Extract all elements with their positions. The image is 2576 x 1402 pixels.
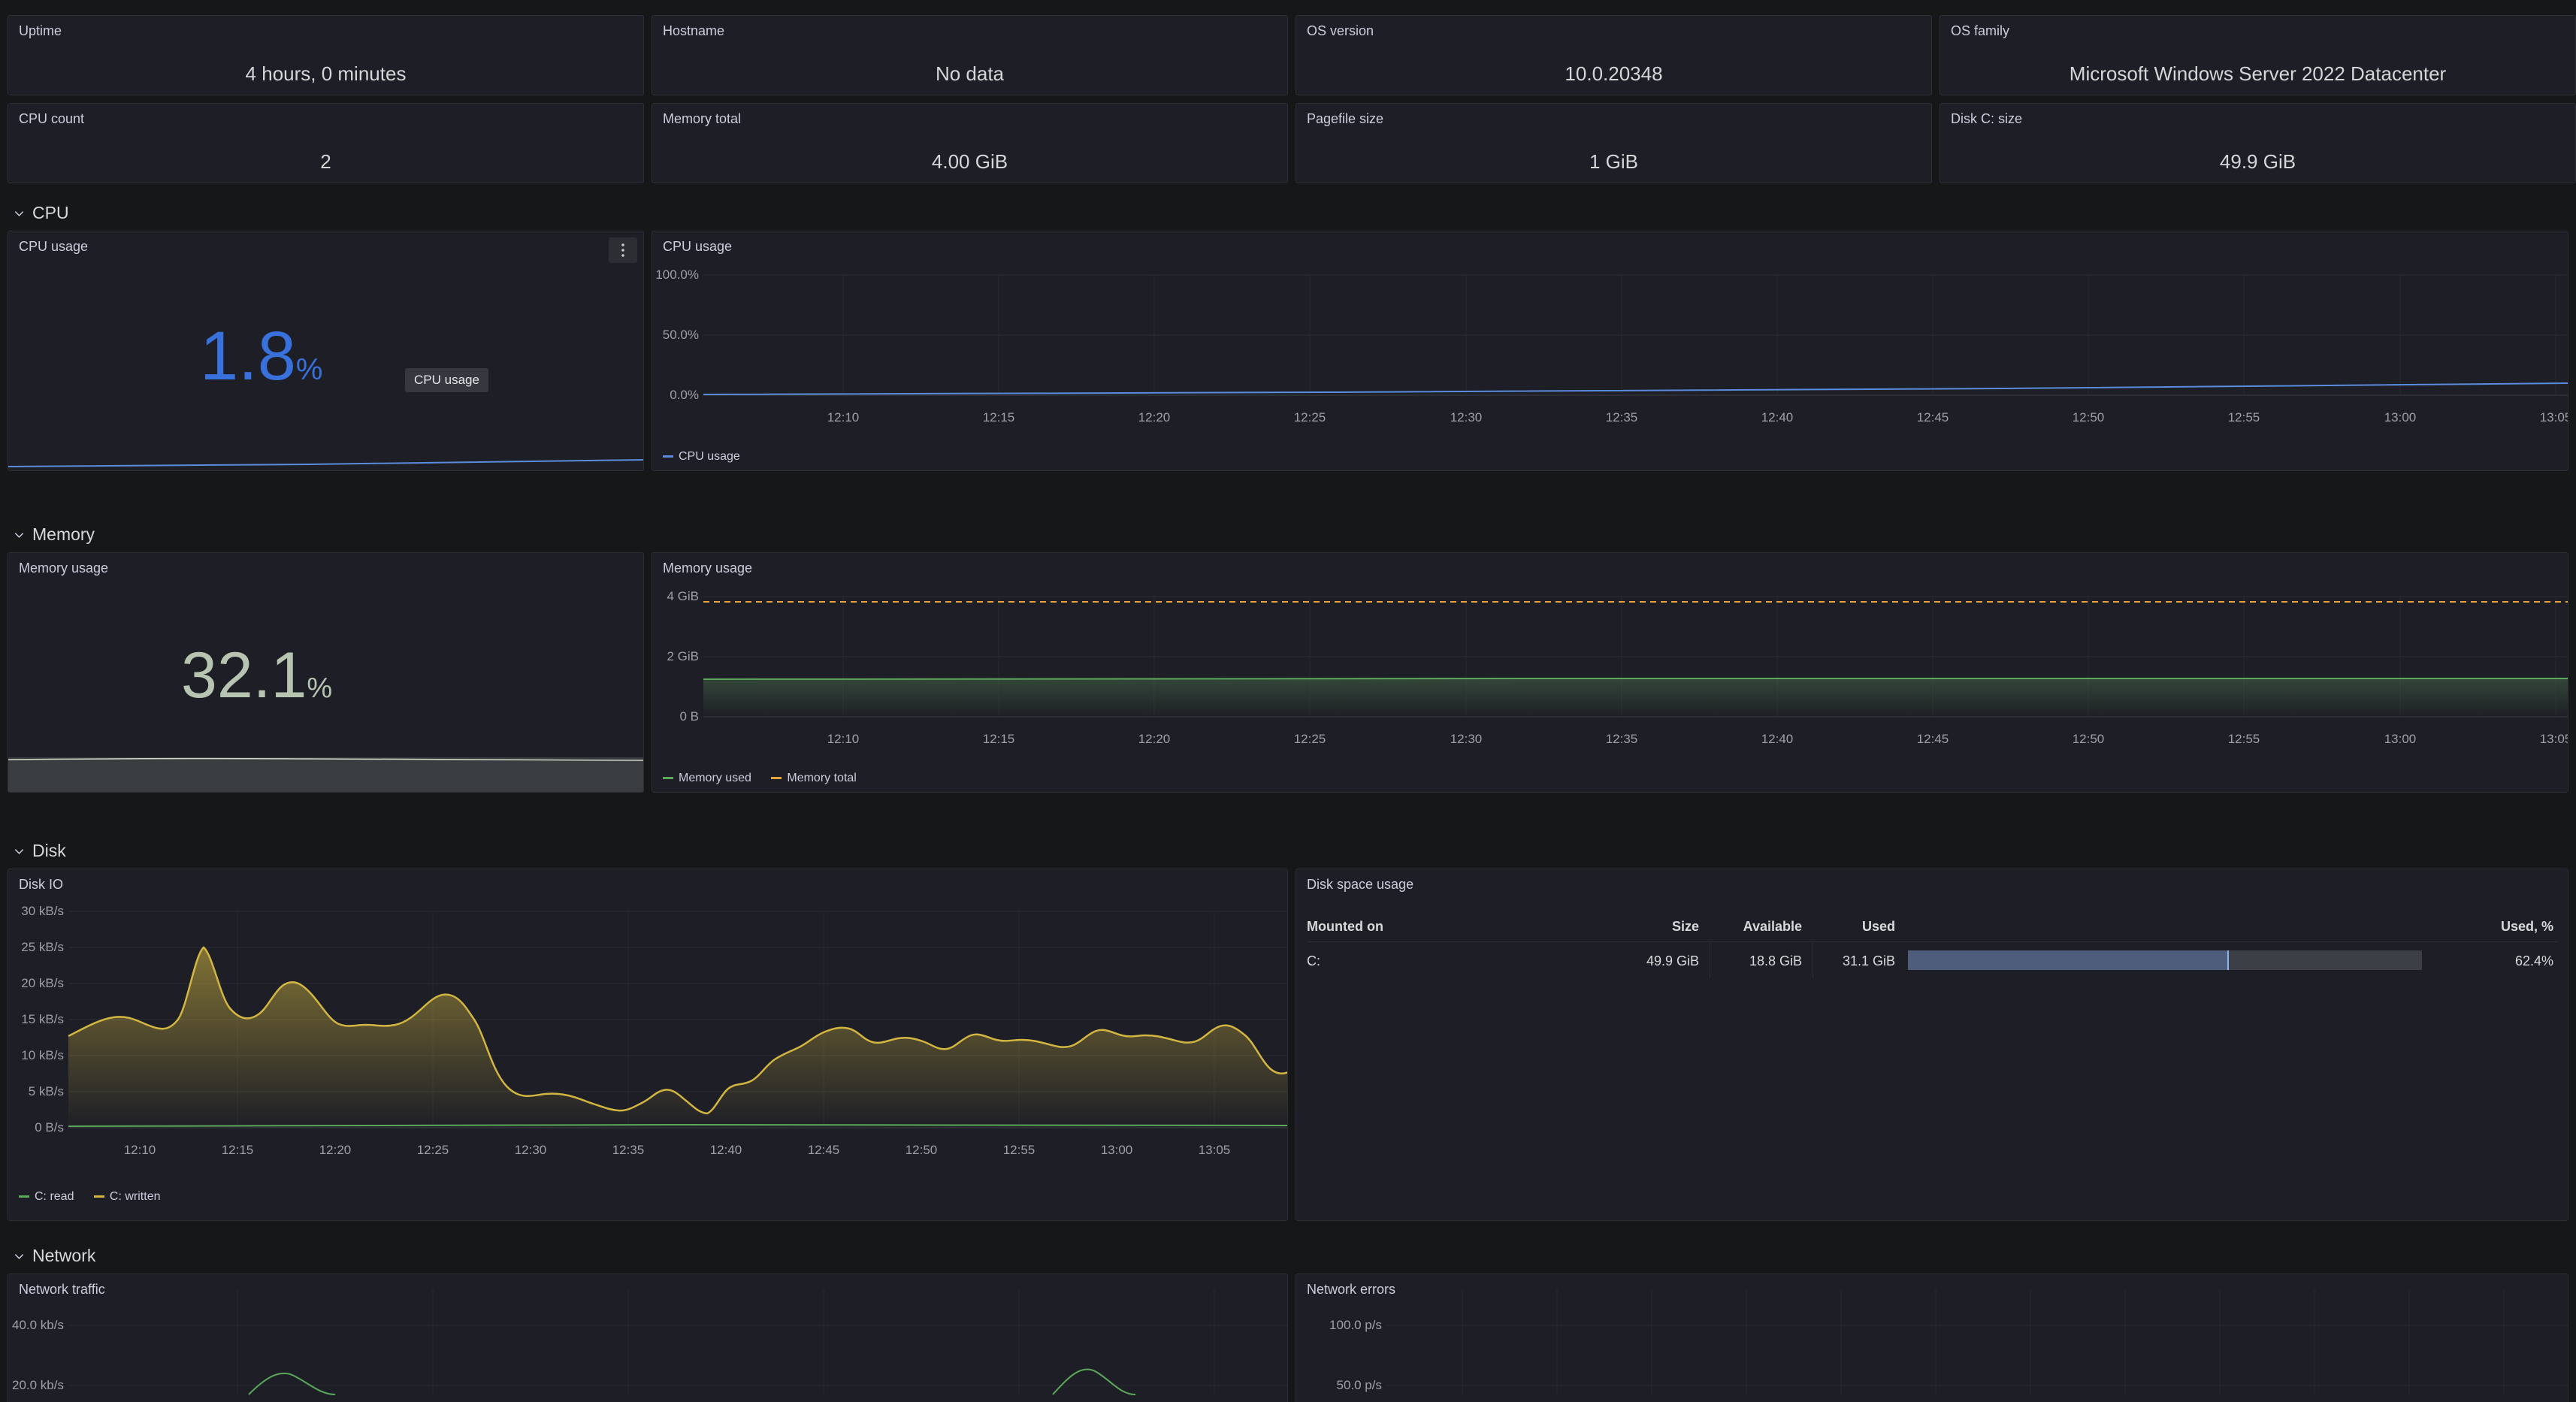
svg-text:12:35: 12:35: [1606, 732, 1638, 746]
svg-text:12:20: 12:20: [1138, 410, 1171, 425]
svg-text:13:00: 13:00: [2384, 410, 2417, 425]
svg-text:12:10: 12:10: [827, 410, 860, 425]
svg-text:12:40: 12:40: [1761, 732, 1794, 746]
svg-text:10 kB/s: 10 kB/s: [21, 1048, 64, 1062]
svg-text:100.0 p/s: 100.0 p/s: [1329, 1318, 1382, 1332]
svg-text:0 B: 0 B: [679, 709, 699, 724]
svg-text:13:00: 13:00: [1101, 1143, 1133, 1157]
svg-text:12:35: 12:35: [612, 1143, 645, 1157]
svg-text:12:15: 12:15: [983, 732, 1015, 746]
svg-text:12:15: 12:15: [983, 410, 1015, 425]
svg-text:30 kB/s: 30 kB/s: [21, 904, 64, 918]
svg-text:12:30: 12:30: [515, 1143, 547, 1157]
svg-text:12:20: 12:20: [1138, 732, 1171, 746]
svg-text:12:25: 12:25: [1294, 732, 1326, 746]
svg-text:13:05: 13:05: [2540, 732, 2568, 746]
svg-text:20.0 kb/s: 20.0 kb/s: [12, 1378, 64, 1392]
svg-text:4 GiB: 4 GiB: [667, 589, 699, 603]
svg-text:13:05: 13:05: [1199, 1143, 1231, 1157]
svg-text:12:40: 12:40: [710, 1143, 742, 1157]
svg-text:12:20: 12:20: [319, 1143, 352, 1157]
svg-text:12:55: 12:55: [2228, 732, 2260, 746]
svg-text:50.0%: 50.0%: [663, 328, 699, 342]
svg-text:12:45: 12:45: [808, 1143, 840, 1157]
svg-text:12:15: 12:15: [222, 1143, 254, 1157]
svg-text:0 B/s: 0 B/s: [35, 1120, 64, 1135]
svg-text:5 kB/s: 5 kB/s: [29, 1084, 64, 1098]
svg-text:12:10: 12:10: [827, 732, 860, 746]
svg-text:12:25: 12:25: [417, 1143, 449, 1157]
svg-text:2 GiB: 2 GiB: [667, 649, 699, 663]
svg-text:12:55: 12:55: [1003, 1143, 1036, 1157]
svg-text:12:45: 12:45: [1917, 732, 1949, 746]
svg-text:12:50: 12:50: [906, 1143, 938, 1157]
svg-text:13:00: 13:00: [2384, 732, 2417, 746]
svg-text:13:05: 13:05: [2540, 410, 2568, 425]
svg-text:12:45: 12:45: [1917, 410, 1949, 425]
svg-text:40.0 kb/s: 40.0 kb/s: [12, 1318, 64, 1332]
svg-text:12:35: 12:35: [1606, 410, 1638, 425]
svg-text:100.0%: 100.0%: [655, 267, 699, 282]
svg-text:12:10: 12:10: [124, 1143, 156, 1157]
svg-text:12:25: 12:25: [1294, 410, 1326, 425]
svg-text:12:50: 12:50: [2073, 410, 2105, 425]
svg-text:12:30: 12:30: [1450, 732, 1483, 746]
svg-text:50.0 p/s: 50.0 p/s: [1337, 1378, 1383, 1392]
svg-text:12:30: 12:30: [1450, 410, 1483, 425]
svg-text:12:40: 12:40: [1761, 410, 1794, 425]
svg-text:12:55: 12:55: [2228, 410, 2260, 425]
svg-text:15 kB/s: 15 kB/s: [21, 1012, 64, 1026]
svg-text:25 kB/s: 25 kB/s: [21, 940, 64, 954]
svg-text:20 kB/s: 20 kB/s: [21, 976, 64, 990]
svg-text:0.0%: 0.0%: [670, 388, 699, 402]
svg-text:12:50: 12:50: [2073, 732, 2105, 746]
